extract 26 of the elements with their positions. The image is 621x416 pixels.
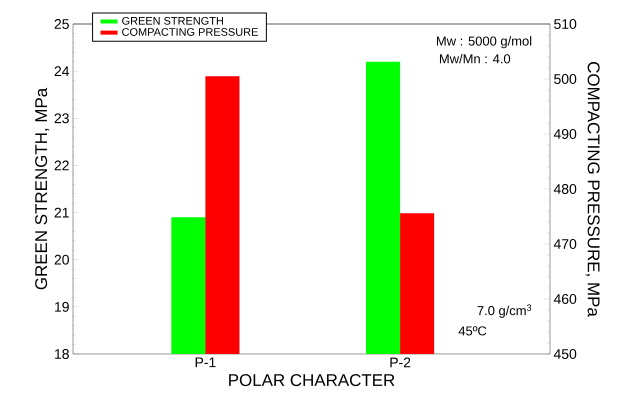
legend-label: GREEN STRENGTH: [122, 16, 223, 25]
y-tick-label: 22: [54, 160, 69, 170]
x-tick-label: P-2: [390, 358, 410, 368]
y2-tick-label: 480: [554, 184, 576, 194]
y-tick-label: 20: [54, 254, 69, 265]
annotation: 45ºC: [458, 326, 486, 336]
y-tick-label: 23: [54, 113, 69, 124]
y2-tick-label: 510: [554, 19, 576, 29]
y-tick-label: 24: [54, 66, 70, 76]
y-tick-label: 19: [55, 302, 69, 312]
legend-label: COMPACTING PRESSURE: [122, 28, 258, 36]
annotation: Mw : 5000 g/mol: [436, 36, 532, 48]
x-axis-title: POLAR CHARACTER: [229, 374, 394, 386]
y2-axis-title: COMPACTING PRESSURE, MPa: [586, 62, 600, 317]
y2-tick-label: 450: [554, 349, 576, 359]
y-tick-label: 21: [54, 208, 69, 218]
y2-tick-label: 470: [554, 239, 576, 249]
annotation: 7.0 g/cm$^{3}$: [478, 304, 532, 318]
y-axis-title: GREEN STRENGTH, MPa: [35, 88, 50, 290]
y2-tick-label: 460: [554, 294, 576, 304]
x-tick-label: P-1: [196, 358, 216, 368]
y-tick-label: 18: [55, 349, 69, 359]
y2-tick-label: 500: [554, 74, 576, 84]
y-tick-label: 25: [54, 19, 69, 29]
annotation: Mw/Mn : 4.0: [440, 54, 510, 64]
y2-tick-label: 490: [554, 129, 576, 139]
